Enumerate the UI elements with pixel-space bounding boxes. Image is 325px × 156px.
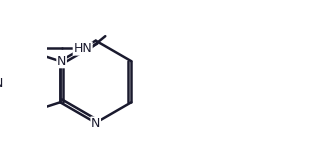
Text: N: N [91, 117, 100, 130]
Text: N: N [57, 55, 66, 68]
Text: HN: HN [73, 42, 92, 55]
Text: N: N [0, 77, 3, 90]
